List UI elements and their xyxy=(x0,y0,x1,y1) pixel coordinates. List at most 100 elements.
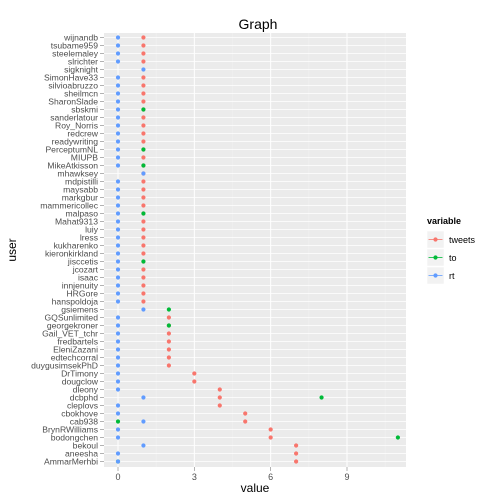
point-tweets xyxy=(141,251,146,256)
point-tweets xyxy=(166,363,171,368)
y-tick-label: HRGore xyxy=(66,289,98,299)
y-tick-label: dcbphd xyxy=(70,393,98,403)
point-tweets xyxy=(141,187,146,192)
point-tweets xyxy=(217,403,222,408)
y-tick-label: jisccetis xyxy=(67,257,98,267)
data-points xyxy=(115,35,400,464)
point-rt xyxy=(115,195,121,200)
point-rt xyxy=(115,451,121,456)
point-tweets xyxy=(192,379,197,384)
point-rt xyxy=(115,331,121,336)
x-tick-label: 9 xyxy=(344,472,349,482)
point-tweets xyxy=(243,419,248,424)
y-tick-label: Gail_VET_tchr xyxy=(42,329,98,339)
point-to xyxy=(141,259,146,264)
x-tick-label: 3 xyxy=(192,472,197,482)
y-tick-labels: wijnandbtsubame959steelemaleyslrichtersi… xyxy=(31,33,104,467)
y-tick-label: innjenuity xyxy=(62,281,99,291)
point-tweets xyxy=(141,219,146,224)
point-rt xyxy=(115,315,121,320)
point-rt xyxy=(115,459,121,464)
y-tick-label: readywriting xyxy=(52,137,99,147)
point-rt xyxy=(141,67,146,72)
point-rt xyxy=(115,59,121,64)
point-rt xyxy=(115,43,121,48)
point-rt xyxy=(115,283,121,288)
point-rt xyxy=(115,211,121,216)
y-tick-label: jcozart xyxy=(72,265,99,275)
point-to xyxy=(115,419,121,424)
y-tick-label: malpaso xyxy=(66,209,99,219)
y-tick-label: dleony xyxy=(73,385,99,395)
point-tweets xyxy=(141,51,146,56)
point-tweets xyxy=(217,387,222,392)
point-tweets xyxy=(166,339,171,344)
point-tweets xyxy=(141,267,146,272)
grid-lines xyxy=(104,33,406,467)
y-tick-label: luiy xyxy=(85,225,99,235)
point-rt xyxy=(115,363,121,368)
point-rt xyxy=(115,131,121,136)
point-rt xyxy=(115,35,121,40)
y-tick-label: sigknight xyxy=(64,65,99,75)
y-tick-label: MIUPB xyxy=(71,153,98,163)
y-tick-label: sanderlatour xyxy=(50,113,98,123)
point-to xyxy=(141,163,146,168)
point-to xyxy=(166,307,171,312)
point-tweets xyxy=(268,427,273,432)
point-rt xyxy=(115,259,121,264)
point-rt xyxy=(115,115,121,120)
point-to xyxy=(395,435,400,440)
legend-point-rt xyxy=(433,273,438,278)
y-tick-label: georgekroner xyxy=(47,321,98,331)
y-tick-label: sbskmi xyxy=(71,105,98,115)
point-rt xyxy=(141,395,146,400)
point-rt xyxy=(115,299,121,304)
point-tweets xyxy=(141,131,146,136)
point-to xyxy=(141,107,146,112)
point-rt xyxy=(115,427,121,432)
y-tick-label: mammericollec xyxy=(40,201,98,211)
y-tick-label: EleniZazani xyxy=(53,345,98,355)
point-tweets xyxy=(141,155,146,160)
point-rt xyxy=(141,443,146,448)
y-tick-label: bekoul xyxy=(73,441,98,451)
point-tweets xyxy=(141,243,146,248)
point-rt xyxy=(115,411,121,416)
y-tick-label: lress xyxy=(80,233,98,243)
point-rt xyxy=(115,83,121,88)
point-tweets xyxy=(294,451,299,456)
point-tweets xyxy=(166,331,171,336)
y-tick-label: gsiemens xyxy=(61,305,98,315)
y-tick-label: PerceptumNL xyxy=(45,145,98,155)
y-tick-label: duygusimsekPhD xyxy=(31,361,98,371)
y-tick-label: mhawksey xyxy=(57,169,98,179)
y-tick-label: maysabb xyxy=(63,185,98,195)
point-rt xyxy=(115,323,121,328)
legend-label-rt: rt xyxy=(449,271,455,281)
point-rt xyxy=(115,179,121,184)
point-tweets xyxy=(268,435,273,440)
x-tick-labels: 0 3 6 9 xyxy=(115,467,350,482)
point-tweets xyxy=(141,83,146,88)
point-rt xyxy=(115,267,121,272)
point-tweets xyxy=(141,179,146,184)
y-tick-label: steelemaley xyxy=(52,49,99,59)
point-to xyxy=(166,323,171,328)
y-tick-label: fredbartels xyxy=(57,337,98,347)
point-tweets xyxy=(141,91,146,96)
point-rt xyxy=(115,379,121,384)
y-tick-label: dougclow xyxy=(62,377,99,387)
point-tweets xyxy=(243,411,248,416)
point-rt xyxy=(115,219,121,224)
point-rt xyxy=(115,435,121,440)
point-rt xyxy=(115,107,121,112)
point-to xyxy=(319,395,324,400)
point-rt xyxy=(115,75,121,80)
point-rt xyxy=(115,163,121,168)
y-tick-label: cbokhove xyxy=(61,409,98,419)
point-tweets xyxy=(141,275,146,280)
point-rt xyxy=(115,139,121,144)
legend-point-tweets xyxy=(433,237,438,242)
